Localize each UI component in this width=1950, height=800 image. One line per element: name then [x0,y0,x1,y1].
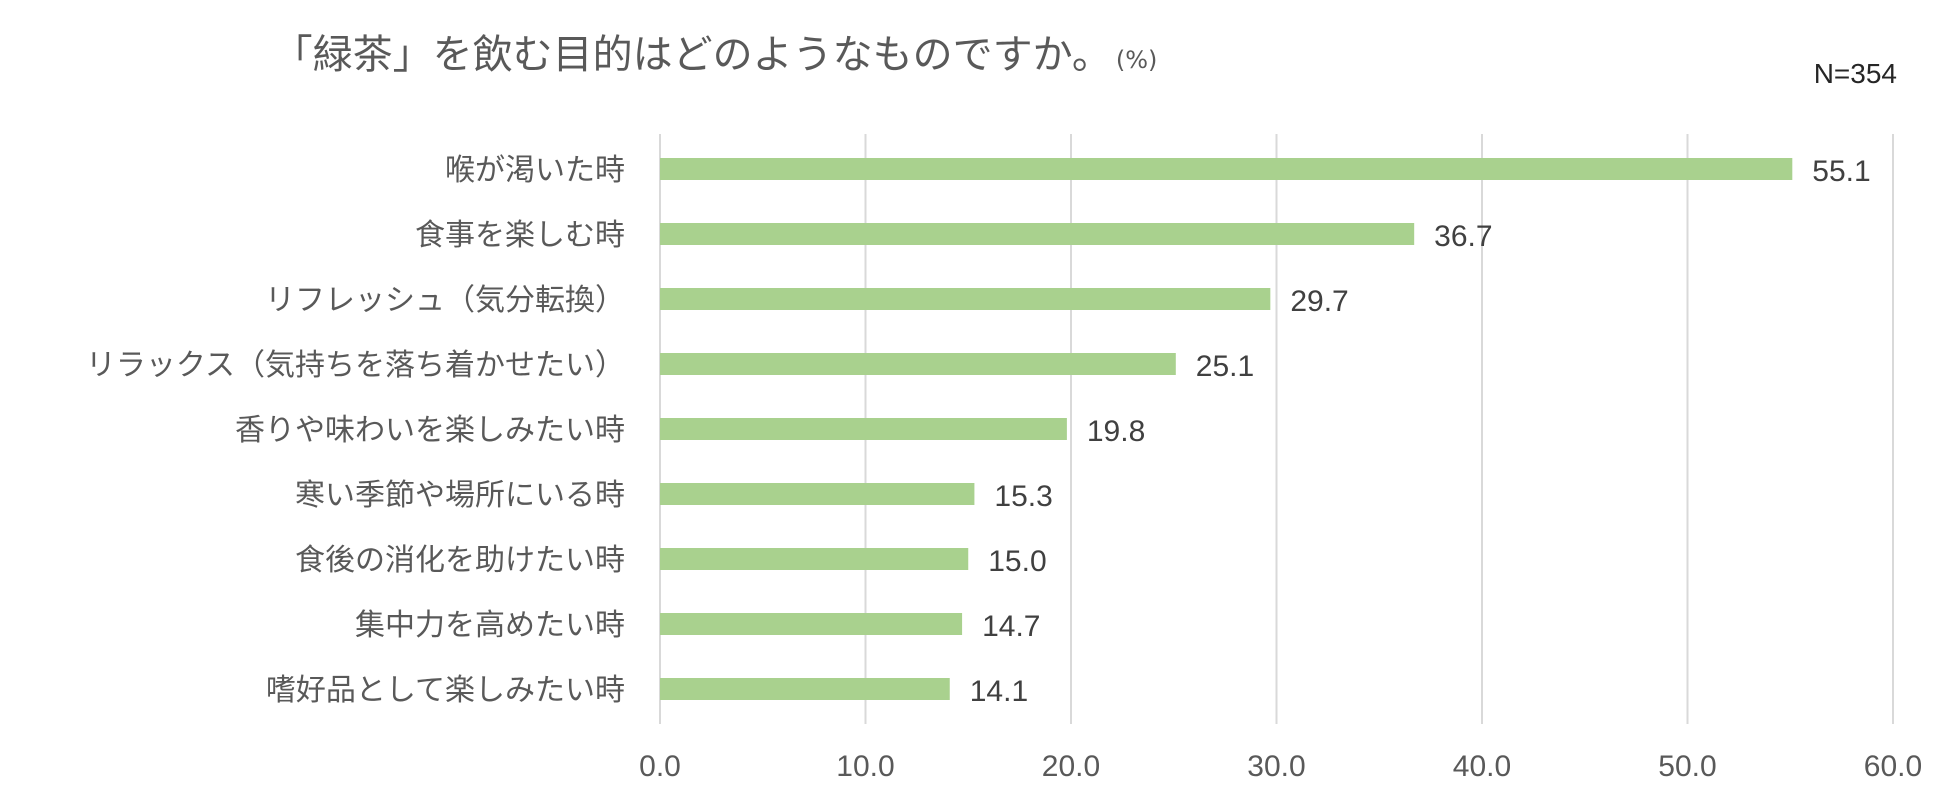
value-label: 14.1 [970,675,1028,708]
bar [660,353,1176,375]
bar [660,158,1793,180]
category-label: 喉が渇いた時 [445,153,625,188]
bar [660,678,950,700]
category-label: 香りや味わいを楽しみたい時 [235,413,625,448]
x-tick-labels: 0.0 10.0 20.0 30.0 40.0 50.0 60.0 [639,750,1922,783]
value-label: 15.0 [988,545,1046,578]
bar [660,483,975,505]
value-labels: 55.1 36.7 29.7 25.1 19.8 15.3 15.0 14.7 14.1 [970,155,1871,708]
bar [660,418,1067,440]
x-tick-label: 10.0 [836,750,894,783]
value-label: 15.3 [994,480,1052,513]
category-label: 嗜好品として楽しみたい時 [266,673,625,708]
x-tick-label: 30.0 [1247,750,1305,783]
chart-title-text: 「緑茶」を飲む目的はどのようなものですか。 [272,32,1112,78]
value-label: 29.7 [1290,285,1348,318]
x-tick-label: 20.0 [1042,750,1100,783]
value-label: 19.8 [1087,415,1145,448]
chart-unit: (%) [1115,46,1158,74]
value-label: 36.7 [1434,220,1492,253]
x-tick-label: 60.0 [1864,750,1922,783]
bar [660,613,963,635]
category-label: リラックス（気持ちを落ち着かせたい） [86,348,625,383]
value-label: 25.1 [1196,350,1254,383]
x-tick-label: 50.0 [1658,750,1716,783]
x-tick-label: 40.0 [1453,750,1511,783]
sample-size-label: N=354 [1813,58,1897,89]
value-label: 14.7 [982,610,1040,643]
chart-title: 「緑茶」を飲む目的はどのようなものですか。 (%) [0,22,1430,80]
category-label: 食事を楽しむ時 [415,218,625,253]
bar [660,548,969,570]
category-label: 食後の消化を助けたい時 [295,543,625,578]
value-label: 55.1 [1812,155,1870,188]
category-label: リフレッシュ（気分転換） [265,283,625,318]
category-label: 集中力を高めたい時 [355,608,625,643]
bar [660,288,1271,310]
x-tick-label: 0.0 [639,750,681,783]
bar [660,223,1415,245]
bars [660,158,1793,700]
category-label: 寒い季節や場所にいる時 [295,478,625,513]
